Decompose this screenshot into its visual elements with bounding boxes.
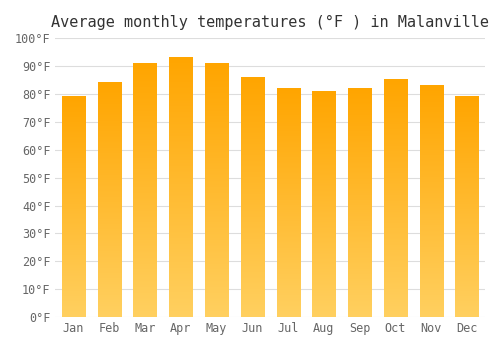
- Title: Average monthly temperatures (°F ) in Malanville: Average monthly temperatures (°F ) in Ma…: [51, 15, 489, 30]
